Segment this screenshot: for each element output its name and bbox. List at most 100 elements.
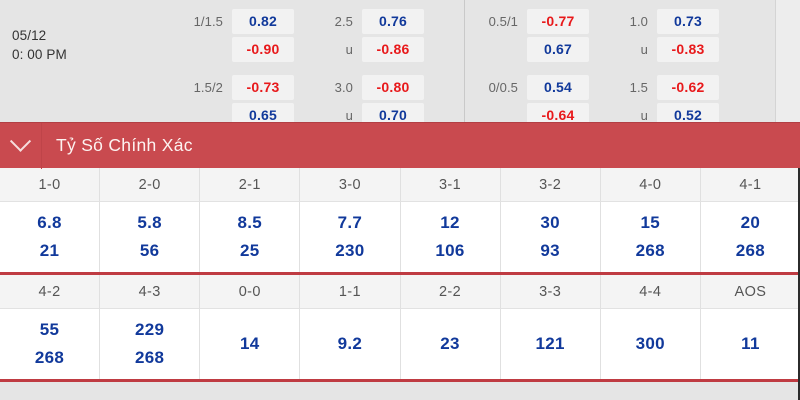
score-header-cell: 1-0 — [0, 168, 101, 202]
odds-row[interactable]: 2.5 0.76 — [318, 9, 464, 34]
score-value-cell[interactable]: 229 268 — [100, 309, 201, 379]
odds-section: 05/12 0: 00 PM 1/1.5 0.82 -0.90 — [0, 0, 800, 128]
score-value-line: 14 — [240, 334, 260, 353]
odds-row[interactable]: 3.0 -0.80 — [318, 75, 464, 100]
odds-row[interactable]: u -0.86 — [318, 37, 464, 62]
score-value-cell[interactable]: 9.2 — [300, 309, 401, 379]
odds-label: u — [345, 42, 353, 57]
odds-block: 0/0.5 0.54 -0.64 — [483, 75, 613, 128]
score-header-cell: 0-0 — [200, 275, 301, 309]
odds-block: 3.0 -0.80 u 0.70 — [318, 75, 464, 128]
odds-row[interactable]: u -0.83 — [613, 37, 759, 62]
score-value-line: 106 — [435, 241, 465, 260]
score-value-line: 56 — [139, 241, 160, 260]
match-date: 05/12 — [12, 28, 47, 43]
odds-label: 3.0 — [334, 80, 353, 95]
score-header-cell: 4-1 — [700, 168, 800, 202]
odds-value[interactable]: 0.54 — [527, 75, 589, 100]
odds-row[interactable]: 1.0 0.73 — [613, 9, 759, 34]
odds-label: 1/1.5 — [193, 14, 223, 29]
score-value-line: 11 — [741, 334, 760, 353]
score-value-line: 229 — [135, 320, 165, 339]
odds-label: 1.5 — [629, 80, 648, 95]
score-header-cell: 3-1 — [400, 168, 501, 202]
odds-label: 1.5/2 — [193, 80, 223, 95]
odds-row[interactable]: 1/1.5 0.82 — [188, 9, 318, 34]
score-value-line: 12 — [440, 213, 460, 232]
odds-row[interactable]: 0.5/1 -0.77 — [483, 9, 613, 34]
correct-score-block-2: 4-2 4-3 0-0 1-1 2-2 3-3 4-4 AOS 55 268 2… — [0, 275, 800, 382]
score-header-cell: 3-2 — [500, 168, 601, 202]
odds-group-overunder-group-2: 1.0 0.73 u -0.83 1.5 -0.62 — [613, 0, 759, 128]
score-header-cell: 1-1 — [300, 275, 401, 309]
odds-right-strip — [775, 0, 800, 122]
odds-block: 1.0 0.73 u -0.83 — [613, 9, 759, 62]
score-value-line: 55 — [39, 320, 60, 339]
score-header-cell: AOS — [700, 275, 800, 309]
odds-groups: 1/1.5 0.82 -0.90 1.5/2 -0.73 — [170, 0, 800, 128]
score-value-cell[interactable]: 121 — [500, 309, 601, 379]
odds-pane-left: 1/1.5 0.82 -0.90 1.5/2 -0.73 — [170, 0, 464, 128]
odds-group-handicap-group-1: 1/1.5 0.82 -0.90 1.5/2 -0.73 — [170, 0, 318, 128]
match-time: 0: 00 PM — [12, 47, 67, 62]
score-value-line: 230 — [335, 241, 365, 260]
odds-label: u — [345, 108, 353, 123]
score-value-cell[interactable]: 8.5 25 — [200, 202, 301, 272]
odds-value[interactable]: 0.76 — [362, 9, 424, 34]
odds-pane-right: 0.5/1 -0.77 0.67 0/0.5 0.54 — [464, 0, 759, 128]
score-value-line: 6.8 — [37, 213, 62, 232]
score-value-cell[interactable]: 20 268 — [700, 202, 800, 272]
score-value-line: 93 — [540, 241, 560, 260]
score-value-cell[interactable]: 11 — [700, 309, 800, 379]
score-value-cell[interactable]: 7.7 230 — [300, 202, 401, 272]
odds-label: 1.0 — [629, 14, 648, 29]
odds-block: 0.5/1 -0.77 0.67 — [483, 9, 613, 62]
odds-row[interactable]: 1.5 -0.62 — [613, 75, 759, 100]
section-collapse-toggle[interactable] — [0, 122, 42, 169]
odds-value[interactable]: -0.90 — [232, 37, 294, 62]
odds-value[interactable]: -0.80 — [362, 75, 424, 100]
odds-value[interactable]: 0.67 — [527, 37, 589, 62]
score-header-cell: 4-0 — [600, 168, 701, 202]
odds-value[interactable]: -0.83 — [657, 37, 719, 62]
score-value-cell[interactable]: 15 268 — [600, 202, 701, 272]
score-value-cell[interactable]: 23 — [400, 309, 501, 379]
odds-row[interactable]: 0.67 — [483, 37, 613, 62]
odds-group-handicap-group-2: 0.5/1 -0.77 0.67 0/0.5 0.54 — [465, 0, 613, 128]
correct-score-block-1: 1-0 2-0 2-1 3-0 3-1 3-2 4-0 4-1 6.8 21 5… — [0, 168, 800, 275]
score-value-line: 20 — [740, 213, 761, 232]
section-title: Tỷ Số Chính Xác — [56, 135, 193, 155]
score-value-cell[interactable]: 6.8 21 — [0, 202, 101, 272]
odds-value[interactable]: 0.73 — [657, 9, 719, 34]
odds-value[interactable]: 0.82 — [232, 9, 294, 34]
score-header-row: 1-0 2-0 2-1 3-0 3-1 3-2 4-0 4-1 — [0, 168, 800, 202]
odds-row[interactable]: 1.5/2 -0.73 — [188, 75, 318, 100]
score-value-cell[interactable]: 12 106 — [400, 202, 501, 272]
score-value-cell[interactable]: 14 — [200, 309, 301, 379]
odds-row[interactable]: 0/0.5 0.54 — [483, 75, 613, 100]
score-value-line: 25 — [240, 241, 260, 260]
score-value-cell[interactable]: 55 268 — [0, 309, 101, 379]
odds-label: u — [640, 108, 648, 123]
odds-value[interactable]: -0.62 — [657, 75, 719, 100]
score-value-row: 55 268 229 268 14 9.2 23 121 300 — [0, 309, 800, 379]
score-value-cell[interactable]: 300 — [600, 309, 701, 379]
odds-group-overunder-group-1: 2.5 0.76 u -0.86 3.0 -0.80 — [318, 0, 464, 128]
odds-value[interactable]: -0.77 — [527, 9, 589, 34]
score-value-line: 7.7 — [337, 213, 363, 232]
odds-value[interactable]: -0.73 — [232, 75, 294, 100]
odds-label: u — [640, 42, 648, 57]
score-value-line: 23 — [440, 334, 460, 353]
odds-label: 0/0.5 — [488, 80, 518, 95]
score-value-cell[interactable]: 5.8 56 — [100, 202, 201, 272]
odds-label: 0.5/1 — [488, 14, 518, 29]
odds-block: 1.5/2 -0.73 0.65 — [188, 75, 318, 128]
score-value-line: 121 — [535, 334, 565, 353]
score-value-cell[interactable]: 30 93 — [500, 202, 601, 272]
odds-row[interactable]: -0.90 — [188, 37, 318, 62]
odds-value[interactable]: -0.86 — [362, 37, 424, 62]
score-value-row: 6.8 21 5.8 56 8.5 25 7.7 230 12 106 30 9… — [0, 202, 800, 272]
score-value-line: 21 — [39, 241, 60, 260]
correct-score-header[interactable]: Tỷ Số Chính Xác — [0, 122, 800, 169]
